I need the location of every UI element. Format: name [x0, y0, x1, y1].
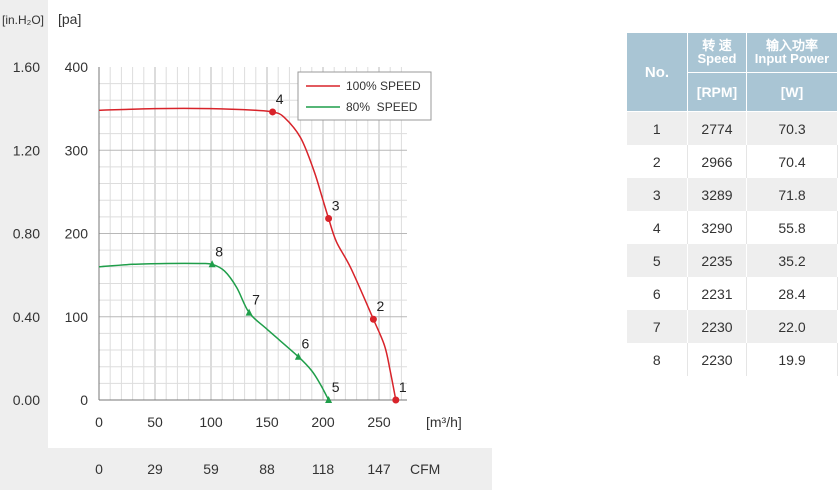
point-label-8: 8	[215, 243, 223, 259]
table-row: 8 2230 19.9	[626, 343, 838, 376]
cfm-tick-label: 0	[95, 461, 103, 477]
cell-no: 1	[626, 111, 688, 145]
cell-no: 5	[626, 244, 688, 277]
y-left-tick-label: 1.60	[13, 59, 40, 75]
y-tick-label: 300	[65, 142, 89, 158]
legend-box	[297, 71, 432, 121]
cfm-tick-label: 29	[147, 461, 163, 477]
point-label-2: 2	[377, 298, 385, 314]
cell-no: 4	[626, 211, 688, 244]
x-unit: [m³/h]	[426, 414, 462, 430]
header-power-en: Input Power	[754, 51, 830, 67]
cfm-tick-label: 88	[259, 461, 275, 477]
left-axis-band	[0, 0, 48, 448]
y-left-tick-label: 0.80	[13, 226, 40, 242]
cell-no: 3	[626, 178, 688, 211]
data-point-5	[325, 396, 333, 403]
cfm-tick-label: 59	[203, 461, 219, 477]
y-left-unit: [in.H₂O]	[2, 13, 44, 27]
data-point-6	[294, 352, 302, 360]
cfm-axis-band	[0, 448, 492, 490]
table-row: 4 3290 55.8	[626, 211, 838, 244]
cell-speed: 2230	[687, 310, 747, 343]
x-tick-label: 50	[147, 414, 163, 430]
cell-speed: 3290	[687, 211, 747, 244]
table-row: 5 2235 35.2	[626, 244, 838, 277]
header-speed-en: Speed	[697, 51, 737, 67]
grid	[99, 67, 407, 400]
header-power-cn: 输入功率	[765, 38, 818, 54]
cell-power: 19.9	[746, 343, 838, 376]
cell-power: 55.8	[746, 211, 838, 244]
y-left-tick-label: 0.40	[13, 309, 40, 325]
legend-label-80: 80% SPEED	[346, 100, 418, 114]
point-label-4: 4	[276, 91, 284, 107]
data-point-2	[369, 315, 377, 323]
x-tick-label: 250	[367, 414, 391, 430]
point-label-5: 5	[332, 379, 340, 395]
y-unit: [pa]	[58, 11, 81, 27]
data-points: 1 2 3 4 5 6 7 8	[208, 91, 407, 404]
unit-speed: [RPM]	[687, 71, 747, 112]
y-tick-label: 200	[65, 226, 89, 242]
cell-no: 6	[626, 277, 688, 310]
cell-power: 28.4	[746, 277, 838, 310]
series-line-80-speed	[98, 262, 330, 401]
y-tick-label: 100	[65, 309, 89, 325]
cell-power: 22.0	[746, 310, 838, 343]
header-no: No.	[626, 32, 688, 112]
axes	[98, 67, 407, 401]
point-label-6: 6	[301, 336, 309, 352]
cell-no: 8	[626, 343, 688, 376]
table-row: 7 2230 22.0	[626, 310, 838, 343]
table-row: 2 2966 70.4	[626, 145, 838, 178]
y-tick-label: 400	[65, 59, 89, 75]
header-power: 输入功率 Input Power	[746, 32, 838, 73]
data-point-1	[392, 396, 400, 404]
cell-no: 2	[626, 145, 688, 178]
data-point-7	[245, 308, 253, 316]
legend-label-100: 100% SPEED	[346, 79, 421, 93]
point-label-3: 3	[332, 198, 340, 214]
cell-no: 7	[626, 310, 688, 343]
cfm-tick-label: 118	[312, 461, 335, 477]
cell-speed: 2230	[687, 343, 747, 376]
x2-unit: CFM	[410, 461, 440, 477]
cfm-tick-label: 147	[367, 461, 391, 477]
data-point-3	[325, 215, 333, 223]
data-point-8	[208, 260, 216, 268]
cell-speed: 2774	[687, 111, 747, 145]
cell-power: 71.8	[746, 178, 838, 211]
x-tick-label: 100	[199, 414, 223, 430]
cell-power: 70.3	[746, 111, 838, 145]
performance-table: No. 转 速 Speed 输入功率 Input Power [RPM] [W]…	[626, 32, 838, 376]
y-tick-label: 0	[80, 392, 88, 408]
legend: 100% SPEED 80% SPEED	[297, 71, 432, 121]
point-label-1: 1	[399, 379, 407, 395]
table-row: 6 2231 28.4	[626, 277, 838, 310]
point-label-7: 7	[252, 292, 260, 308]
cell-power: 35.2	[746, 244, 838, 277]
cell-speed: 2966	[687, 145, 747, 178]
cell-speed: 3289	[687, 178, 747, 211]
data-point-4	[269, 108, 277, 116]
series-line-100-speed	[98, 107, 397, 401]
x-tick-label: 150	[255, 414, 279, 430]
y-left-tick-label: 1.20	[13, 142, 40, 158]
y-left-tick-label: 0.00	[13, 392, 40, 408]
x-tick-label: 200	[311, 414, 335, 430]
header-speed-cn: 转 速	[702, 38, 732, 54]
curves	[98, 107, 397, 401]
unit-power: [W]	[746, 71, 838, 112]
header-speed: 转 速 Speed	[687, 32, 747, 73]
table-row: 3 3289 71.8	[626, 178, 838, 211]
cell-speed: 2231	[687, 277, 747, 310]
x-tick-label: 0	[95, 414, 103, 430]
cell-power: 70.4	[746, 145, 838, 178]
fan-performance-chart: 1 2 3 4 5 6 7 8 0 50 100 150 200 250 0 29 59 88 118 147 0 10…	[0, 0, 492, 490]
table-row: 1 2774 70.3	[626, 111, 838, 145]
cell-speed: 2235	[687, 244, 747, 277]
